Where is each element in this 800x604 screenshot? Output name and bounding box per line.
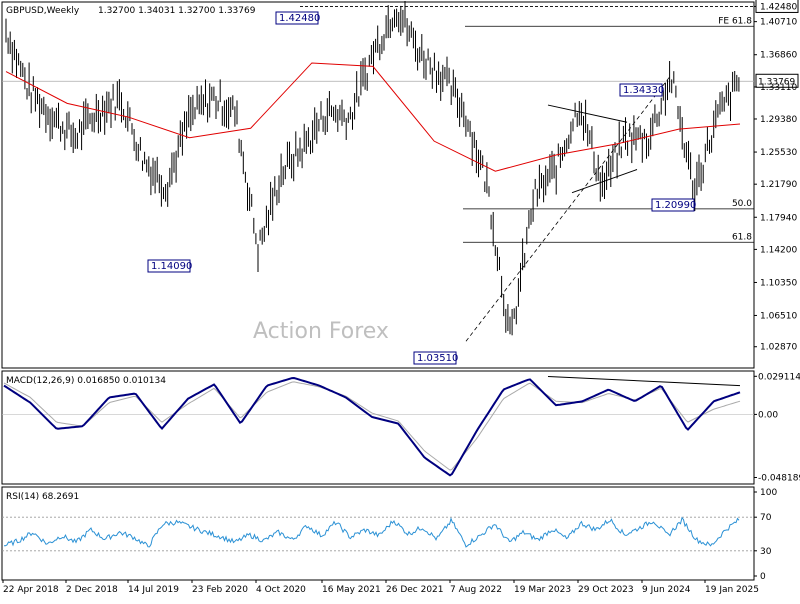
annotation-text: 1.34330 [623,85,664,96]
x-axis-label: 22 Apr 2018 [3,585,59,595]
price-y-label: 1.33110 [760,83,797,93]
current-price-text: 1.33769 [758,77,795,87]
price-y-label: 1.40710 [760,18,797,28]
x-axis-label: 26 Dec 2021 [386,585,444,595]
macd-y-label: 0.00 [758,410,778,420]
price-bars [5,1,740,336]
x-axis-label: 19 Jan 2025 [705,585,759,595]
annotation-text: 1.42480 [279,13,320,24]
rsi-panel-frame [1,486,755,581]
x-axis-label: 23 Feb 2020 [192,585,248,595]
high-price-box [755,0,799,13]
x-axis-label: 29 Oct 2023 [578,585,634,595]
x-axis-label: 9 Jun 2024 [642,585,691,595]
watermark: Action Forex [253,319,389,344]
current-price-box [755,73,799,88]
macd-panel-frame [1,370,755,485]
x-axis-label: 4 Oct 2020 [256,585,306,595]
level-label: FE 61.8 [718,16,752,26]
macd-title: MACD(12,26,9) 0.016850 0.010134 [6,376,166,386]
chart-ohlc: 1.32700 1.34031 1.32700 1.33769 [98,6,256,16]
price-y-label: 1.29380 [760,115,797,125]
price-y-label: 1.25530 [760,148,797,158]
rsi-y-label: 30 [760,547,772,557]
price-annotation: 1.34330 [619,83,664,97]
annotation-text: 1.20990 [655,200,696,211]
rsi-line [3,516,740,548]
level-lines: FE 61.8 50.0 61.8 [463,16,754,243]
chart-symbol: GBPUSD,Weekly [6,6,80,16]
rsi-layer [2,516,754,552]
annotation-box [413,351,457,365]
macd-y-label: 0.029114 [758,372,800,382]
price-y-label: 1.17940 [760,213,797,223]
annotation-text: 1.03510 [417,353,458,364]
annotation-box [275,11,319,25]
x-axis-label: 7 Aug 2022 [450,585,502,595]
price-y-label: 1.21790 [760,180,797,190]
macd-y-label: -0.048189 [758,473,800,483]
x-axis-label: 14 Jul 2019 [128,585,179,595]
rsi-y-label: 100 [760,488,777,498]
annotation-box [651,198,695,212]
annotation-box [147,259,191,273]
macd-line [3,376,741,477]
rsi-title: RSI(14) 68.2691 [6,492,79,502]
level-label: 61.8 [732,232,752,242]
price-y-label: 1.10350 [760,278,797,288]
annotation-text: 1.14090 [151,261,192,272]
price-layer: FE 61.8 50.0 61.8 1.42480 1.14090 1.03510 1.34… [2,1,754,365]
x-axis-label: 19 Mar 2023 [514,585,571,595]
level-label: 50.0 [732,199,752,209]
triangle-upper-line [547,104,628,123]
price-annotation: 1.14090 [147,259,192,273]
price-annotation: 1.03510 [413,351,458,365]
price-y-label: 1.06510 [760,311,797,321]
rsi-y-label: 70 [760,513,772,523]
price-y-label: 1.42480 [760,2,797,12]
price-y-label: 1.36860 [760,51,797,61]
annotation-box [619,83,663,97]
sma-line [5,62,741,172]
macd-signal-line [3,381,741,471]
x-axis-label: 16 May 2021 [322,585,381,595]
price-y-label: 1.14200 [760,245,797,255]
rsi-y-label: 0 [760,572,766,582]
price-annotation: 1.20990 [651,198,696,212]
price-panel-frame [1,1,755,369]
macd-layer [2,375,754,477]
x-axis-label: 2 Dec 2018 [66,585,118,595]
macd-trend-line [547,375,741,387]
price-annotation: 1.42480 [275,11,320,25]
price-y-label: 1.02870 [760,343,797,353]
